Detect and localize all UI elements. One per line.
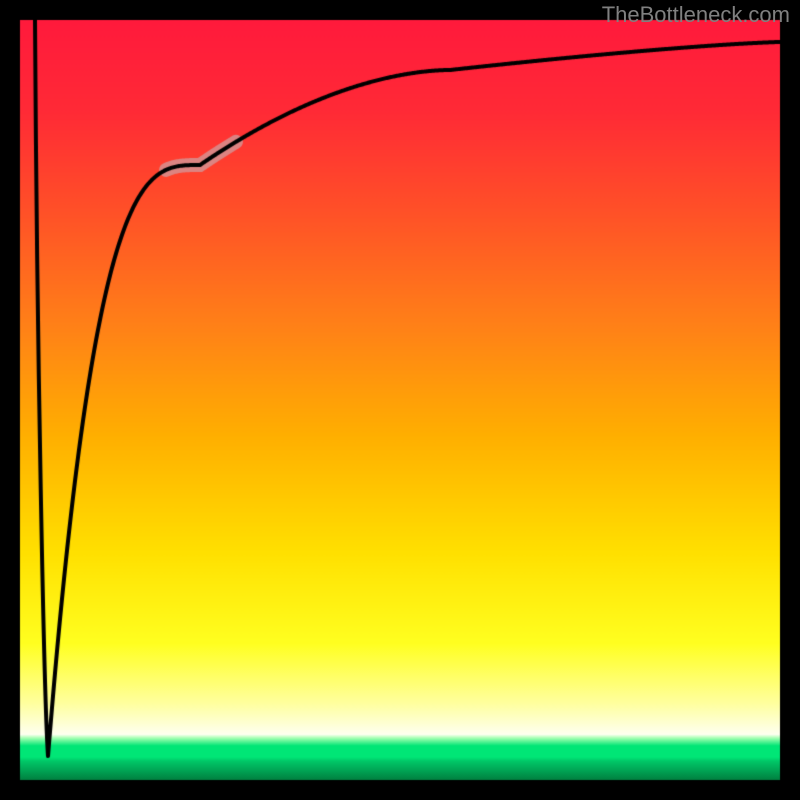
chart-container: TheBottleneck.com	[0, 0, 800, 800]
attribution-label: TheBottleneck.com	[602, 2, 790, 28]
bottleneck-gradient-chart	[0, 0, 800, 800]
